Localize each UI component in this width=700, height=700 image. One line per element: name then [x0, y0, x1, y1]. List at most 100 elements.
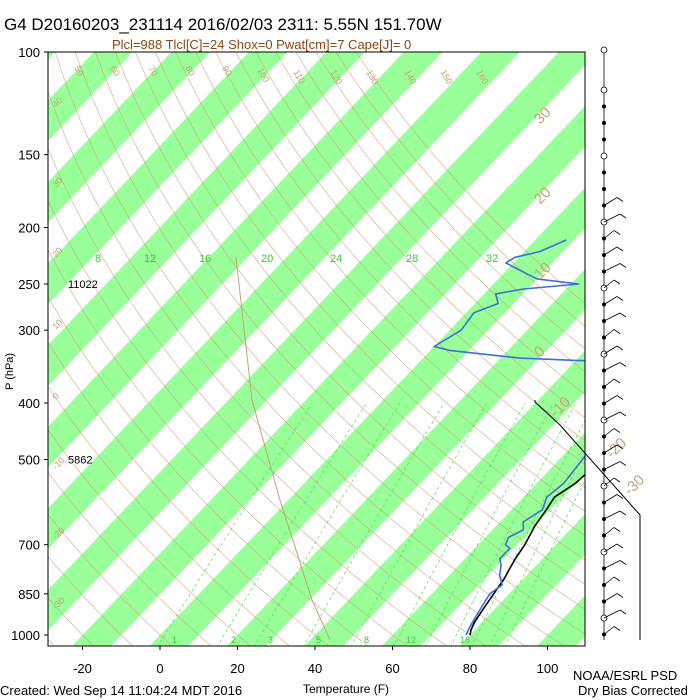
dry-adiabat-label: 70	[146, 64, 160, 78]
height-label: 5862	[68, 454, 92, 466]
wind-barb-flag	[613, 428, 621, 433]
isotherm-band	[149, 187, 585, 646]
wind-barb-dot	[602, 170, 607, 175]
dry-adiabat	[48, 147, 487, 646]
wind-barb	[603, 329, 615, 338]
dry-adiabat-label: 50	[72, 64, 86, 78]
dry-adiabat	[48, 199, 448, 646]
x-tick-label: 80	[463, 661, 477, 676]
dry-adiabats	[48, 52, 585, 646]
dry-adiabat	[48, 90, 526, 646]
wind-barb-dot	[602, 121, 607, 126]
mixing-ratio-line	[254, 402, 401, 646]
wind-barb-flag	[613, 279, 621, 285]
wind-barb-flag	[619, 411, 627, 417]
dry-adiabat	[155, 52, 585, 537]
wind-barb	[603, 477, 615, 487]
wind-barb-flag	[616, 593, 624, 598]
wind-barb-flag	[613, 477, 621, 483]
wind-barb	[603, 213, 621, 223]
wind-barb-flag	[619, 263, 627, 268]
wind-barb	[603, 576, 615, 586]
wind-barb-flag	[613, 378, 621, 384]
isotherm-band	[72, 106, 585, 646]
dry-adiabat	[48, 386, 290, 646]
mixing-ratio-label: 16	[199, 253, 211, 265]
dry-adiabat	[48, 341, 330, 646]
wind-barb	[603, 428, 615, 437]
wind-barb-flag	[616, 197, 624, 202]
y-tick-label: 1000	[11, 628, 40, 643]
mixing-ratio-line	[450, 402, 576, 646]
dry-adiabat	[48, 249, 408, 646]
wind-barb	[603, 444, 618, 454]
wind-barb	[603, 296, 618, 305]
isotherm-band	[382, 432, 585, 646]
x-tick-label: 20	[230, 661, 244, 676]
isotherm-band	[48, 52, 443, 468]
wind-barb	[603, 246, 618, 256]
dry-adiabat	[335, 52, 585, 327]
org-label: NOAA/ESRL PSD	[573, 668, 677, 683]
wind-barb	[603, 510, 621, 520]
wind-barb	[603, 609, 621, 619]
mixing-ratio-lines	[157, 402, 585, 646]
wind-barb-dot	[600, 152, 608, 160]
x-tick-label: 60	[385, 661, 399, 676]
mixing-ratio-label: 32	[486, 253, 498, 265]
isotherm-band	[48, 52, 133, 142]
dry-adiabat	[135, 52, 585, 561]
dry-adiabat	[175, 52, 585, 513]
wind-barb	[603, 197, 618, 206]
plot-frame	[47, 51, 586, 647]
wind-barb-column	[534, 46, 641, 640]
y-tick-label: 200	[18, 221, 40, 236]
barb-outline	[534, 400, 641, 640]
isotherm-label: 0	[50, 391, 61, 402]
dry-adiabat	[235, 52, 585, 442]
chart-subtitle: Plcl=988 Tlcl[C]=24 Shox=0 Pwat[cm]=7 Ca…	[112, 37, 411, 52]
wind-barb	[603, 279, 615, 289]
mixing-ratio-line	[351, 402, 488, 646]
dry-adiabat	[315, 52, 585, 350]
wind-barb	[603, 411, 621, 421]
x-axis-label: Temperature (F)	[303, 682, 389, 696]
wind-barb	[603, 378, 615, 388]
y-tick-label: 850	[18, 587, 40, 602]
wind-barb-dot	[600, 46, 608, 54]
dry-adiabat	[48, 514, 173, 646]
bias-note: Dry Bias Corrected	[578, 683, 688, 698]
wind-barb-flag	[619, 609, 627, 615]
x-tick-label: 40	[308, 661, 322, 676]
wind-barb-flag	[616, 395, 624, 400]
dry-adiabat	[215, 52, 585, 465]
dry-adiabat	[195, 52, 585, 489]
wind-barb-flag	[619, 312, 627, 318]
wind-barb	[603, 395, 618, 404]
isotherm-band	[48, 52, 211, 223]
lower-mixing-label: 16	[460, 635, 470, 645]
x-tick-label: 100	[537, 661, 559, 676]
lower-mixing-label: 5	[316, 635, 321, 645]
dry-adiabat	[275, 52, 585, 395]
dry-adiabat-label: 80	[183, 64, 197, 78]
mixing-ratio-line	[157, 402, 313, 646]
dry-adiabat	[48, 472, 212, 646]
dry-adiabat	[355, 52, 585, 305]
y-tick-label: 100	[18, 45, 40, 60]
wind-barb-flag	[619, 461, 627, 466]
series-lines	[433, 239, 585, 636]
parcel-curve	[235, 256, 331, 641]
dewpoint-profile	[433, 239, 585, 636]
mixing-ratio-label: 20	[261, 253, 273, 265]
wind-barb-flag	[616, 345, 624, 351]
isotherm-band	[537, 595, 585, 646]
wind-barb	[603, 560, 621, 569]
y-tick-label: 150	[18, 148, 40, 163]
wind-barb-dot	[602, 137, 607, 142]
wind-barb	[603, 312, 621, 322]
dry-adiabat	[74, 52, 585, 635]
lower-mixing-label: 2	[231, 635, 236, 645]
wind-barb	[603, 527, 615, 536]
isotherm-band	[459, 513, 585, 646]
